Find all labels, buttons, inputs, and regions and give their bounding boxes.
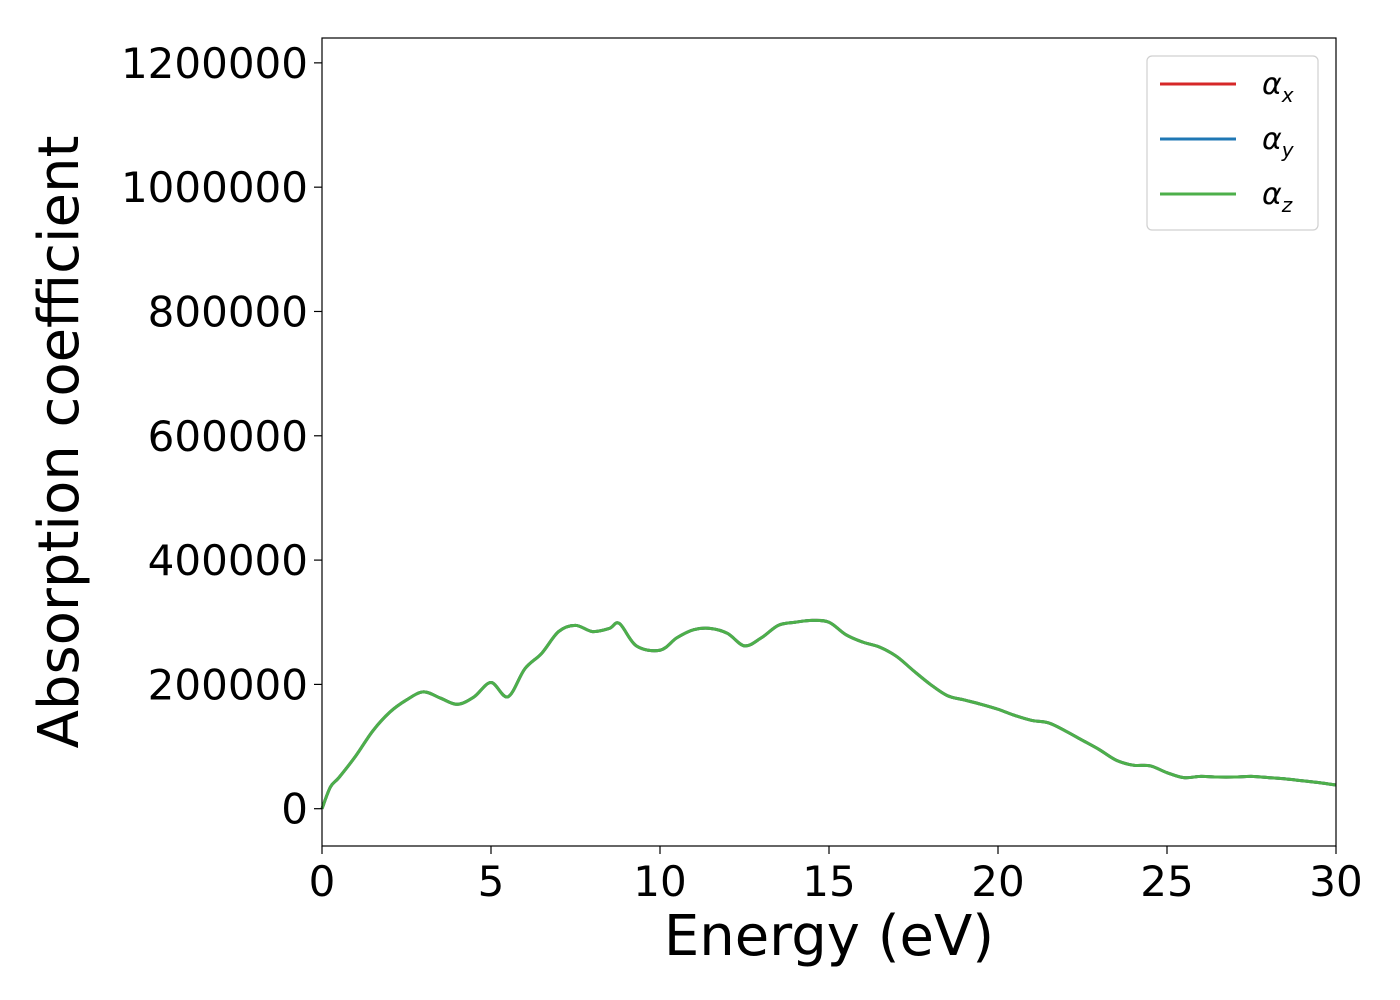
y-tick-label: 1200000 xyxy=(121,39,308,88)
y-tick-label: 200000 xyxy=(148,660,308,709)
x-tick-label: 0 xyxy=(309,857,336,906)
x-axis-ticks: 0 5 10 15 20 25 30 xyxy=(309,846,1363,906)
y-tick-label: 600000 xyxy=(148,412,308,461)
y-tick-label: 0 xyxy=(281,785,308,834)
y-axis-title: Absorption coefficient xyxy=(27,136,92,749)
series-line-alpha-y xyxy=(320,618,1337,810)
x-tick-label: 30 xyxy=(1309,857,1362,906)
legend-label-alpha-z: αz xyxy=(1262,177,1293,217)
y-axis-ticks: 0 200000 400000 600000 800000 1000000 1200000 xyxy=(121,39,322,834)
legend-label-alpha-y: αy xyxy=(1262,122,1295,162)
y-tick-label: 400000 xyxy=(148,536,308,585)
legend-box xyxy=(1146,55,1319,231)
x-axis-title: Energy (eV) xyxy=(664,904,994,969)
legend: αx αy αz xyxy=(1146,55,1319,231)
series-layer xyxy=(320,618,1337,810)
x-tick-label: 10 xyxy=(633,857,686,906)
x-tick-label: 15 xyxy=(802,857,855,906)
series-line-alpha-z xyxy=(320,618,1337,810)
x-tick-label: 5 xyxy=(478,857,505,906)
series-line-alpha-x xyxy=(320,618,1337,810)
x-tick-label: 20 xyxy=(971,857,1024,906)
x-tick-label: 25 xyxy=(1140,857,1193,906)
y-tick-label: 800000 xyxy=(148,287,308,336)
plot-frame xyxy=(321,37,1337,847)
legend-label-alpha-x: αx xyxy=(1262,67,1294,107)
y-tick-label: 1000000 xyxy=(121,163,308,212)
